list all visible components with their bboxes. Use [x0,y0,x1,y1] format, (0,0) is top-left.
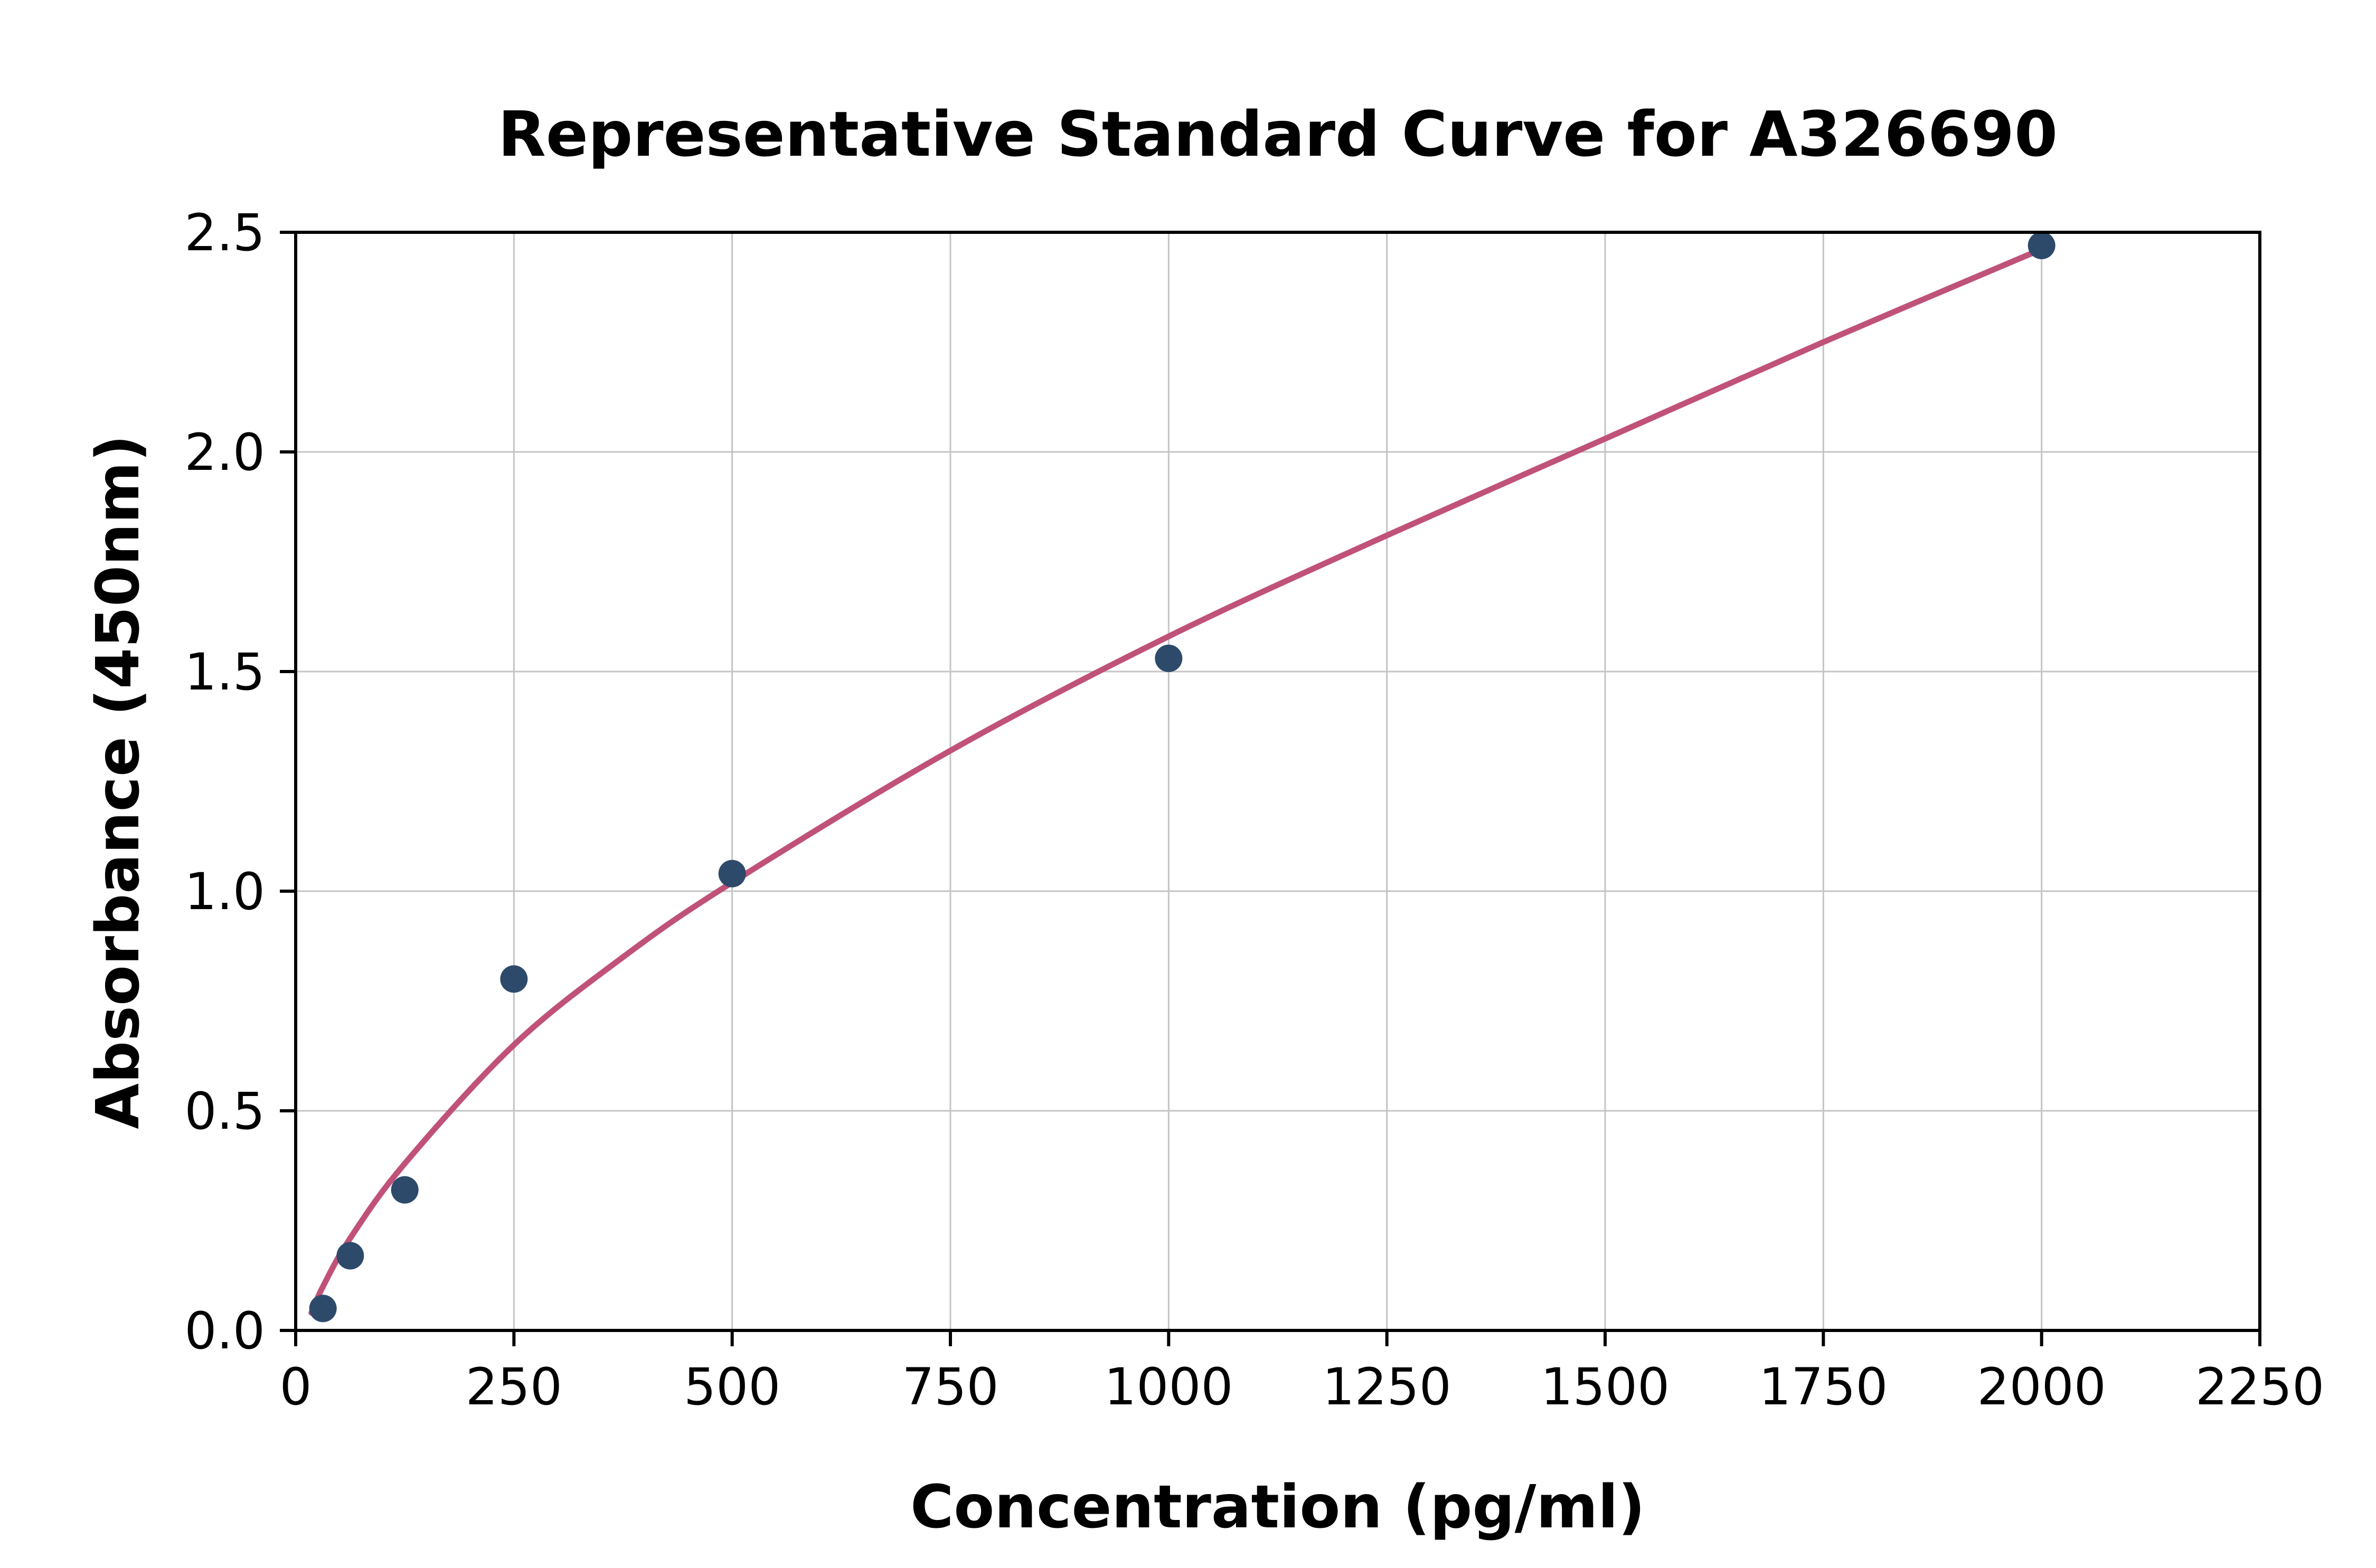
data-point [336,1242,364,1270]
x-tick-label: 500 [684,1357,780,1416]
x-tick-label: 1250 [1323,1357,1451,1416]
chart-title: Representative Standard Curve for A32669… [497,98,2058,171]
y-tick-label: 0.0 [184,1301,265,1361]
y-tick-label: 2.5 [184,203,265,262]
y-tick-label: 0.5 [184,1082,265,1141]
x-tick-label: 1500 [1541,1357,1670,1416]
x-axis-label: Concentration (pg/ml) [910,1473,1645,1542]
x-tick-label: 1000 [1104,1357,1233,1416]
x-tick-label: 2250 [2195,1357,2324,1416]
fit-curve [308,242,2053,1316]
data-point [500,965,528,993]
x-tick-label: 750 [902,1357,998,1416]
x-tick-label: 250 [466,1357,562,1416]
y-tick-label: 2.0 [184,423,265,482]
y-tick-label: 1.0 [184,862,265,921]
data-point [309,1295,337,1323]
y-tick-label: 1.5 [184,643,265,702]
x-tick-label: 2000 [1977,1357,2106,1416]
x-tick-label: 0 [279,1357,312,1416]
plot-border [294,231,2261,1332]
data-point [391,1176,419,1204]
data-point [2028,231,2056,259]
data-point [718,859,746,887]
data-point [1155,645,1183,673]
x-tick-label: 1750 [1759,1357,1888,1416]
